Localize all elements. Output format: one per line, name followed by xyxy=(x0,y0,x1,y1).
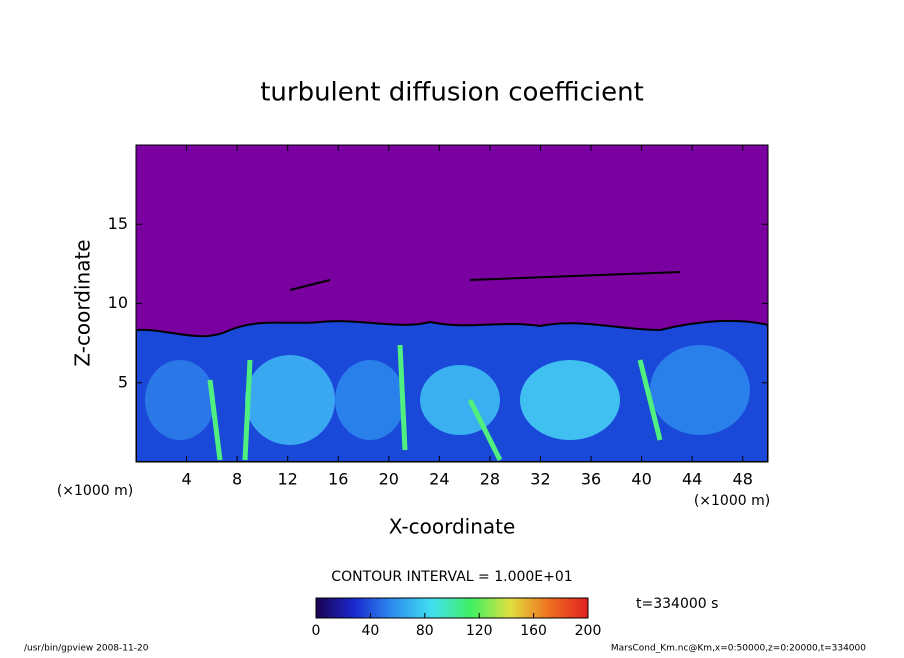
footer-left: /usr/bin/gpview 2008-11-20 xyxy=(24,644,149,654)
field xyxy=(136,145,768,462)
contour-interval: CONTOUR INTERVAL = 1.000E+01 xyxy=(331,569,572,585)
time-label: t=334000 s xyxy=(636,596,718,612)
y-unit: (×1000 m) xyxy=(57,483,133,499)
y-tick-label: 5 xyxy=(118,372,128,391)
field-region xyxy=(420,365,500,435)
x-tick-label: 4 xyxy=(181,470,191,489)
x-axis-label: X-coordinate xyxy=(389,515,516,539)
colorbar-tick-label: 40 xyxy=(361,623,379,639)
colorbar-tick-label: 120 xyxy=(466,623,493,639)
colorbar-tick-label: 80 xyxy=(416,623,434,639)
colorbar xyxy=(315,597,589,619)
field-region xyxy=(650,345,750,435)
colorbar-tick-label: 160 xyxy=(520,623,547,639)
y-tick-label: 15 xyxy=(108,214,128,233)
x-tick-label: 44 xyxy=(682,470,702,489)
x-unit: (×1000 m) xyxy=(694,493,770,509)
x-tick-label: 40 xyxy=(631,470,651,489)
x-tick-label: 12 xyxy=(278,470,298,489)
field-region xyxy=(245,355,335,445)
footer-right: MarsCond_Km.nc@Km,x=0:50000,z=0:20000,t=… xyxy=(611,644,866,654)
x-tick-label: 8 xyxy=(232,470,242,489)
x-tick-label: 48 xyxy=(733,470,753,489)
x-tick-label: 16 xyxy=(328,470,348,489)
y-tick-label: 10 xyxy=(108,293,128,312)
colorbar-tick-label: 0 xyxy=(312,623,321,639)
chart-title: turbulent diffusion coefficient xyxy=(260,78,644,108)
field-region xyxy=(335,360,405,440)
x-tick-label: 20 xyxy=(379,470,399,489)
field-region xyxy=(207,344,663,462)
x-tick-label: 32 xyxy=(530,470,550,489)
colorbar-tick-label: 200 xyxy=(575,623,602,639)
field-region xyxy=(145,360,215,440)
field-region xyxy=(520,360,620,440)
x-tick-label: 36 xyxy=(581,470,601,489)
y-axis-label: Z-coordinate xyxy=(71,239,95,366)
contour-line xyxy=(289,271,681,291)
x-tick-label: 24 xyxy=(429,470,449,489)
x-tick-label: 28 xyxy=(480,470,500,489)
